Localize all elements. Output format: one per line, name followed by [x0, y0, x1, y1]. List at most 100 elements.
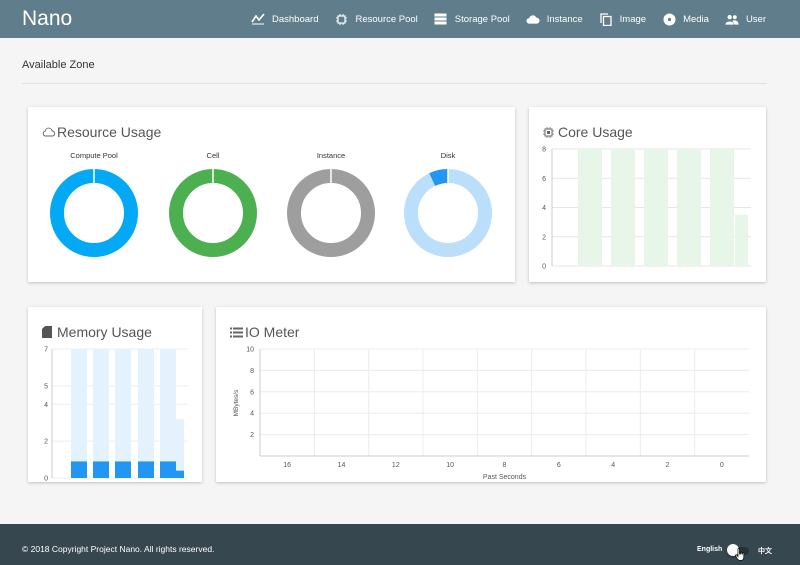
nav-item-instance[interactable]: Instance	[526, 12, 583, 26]
card-title: Core Usage	[543, 124, 633, 140]
y-tick-label: 0	[542, 264, 546, 271]
y-tick-label: 2	[250, 432, 254, 439]
language-toggle[interactable]	[727, 543, 749, 557]
core-usage-bar	[578, 149, 602, 266]
core-usage-bar	[611, 149, 635, 266]
y-tick-label: 0	[44, 476, 48, 483]
cloud-outline-icon	[42, 125, 56, 139]
donut-chart	[169, 169, 257, 257]
disc-icon	[662, 12, 676, 26]
donut-track	[404, 169, 492, 257]
donut-label: Compute Pool	[70, 151, 118, 160]
main-nav: Dashboard Resource Pool Storage Pool Ins…	[235, 0, 800, 38]
io-meter-title: IO Meter	[245, 324, 300, 340]
resource-pool-icon	[334, 12, 348, 26]
memory-available-bar	[115, 349, 131, 462]
donut-track	[50, 169, 138, 257]
resource-usage-card: Resource Usage Compute Pool Cell Instance D…	[28, 107, 515, 282]
donut-label: Cell	[206, 151, 220, 160]
core-usage-bar	[735, 214, 748, 266]
y-tick-label: 4	[542, 205, 546, 212]
memory-available-bar	[176, 419, 184, 471]
memory-used-bar	[138, 461, 154, 478]
core-usage-bar	[710, 149, 734, 266]
x-tick-label: 12	[392, 462, 400, 469]
copyright-text: © 2018 Copyright Project Nano. All right…	[22, 544, 215, 554]
nav-item-dashboard[interactable]: Dashboard	[251, 12, 318, 26]
memory-used-bar	[115, 461, 131, 478]
copy-icon	[599, 12, 613, 26]
x-tick-label: 10	[446, 462, 454, 469]
dashboard-icon	[251, 12, 265, 26]
memory-usage-title: Memory Usage	[57, 324, 152, 340]
nav-item-label: Dashboard	[272, 13, 319, 25]
memory-usage-chart: 0 2 4 5 7	[44, 347, 188, 483]
hand-cursor-icon	[735, 548, 745, 561]
io-meter-chart: 2 4 6 8 10 16 14 12 10 8 6 4 2 0 MBytes/s Past Seconds	[233, 347, 749, 481]
x-tick-label: 0	[720, 462, 724, 469]
x-tick-label: 16	[283, 462, 291, 469]
resource-usage-title: Resource Usage	[57, 124, 162, 140]
x-tick-label: 6	[557, 462, 561, 469]
nav-item-label: Media	[683, 13, 709, 25]
memory-available-bar	[71, 349, 87, 462]
memory-used-bar	[93, 461, 109, 478]
io-meter-card: IO Meter 2 4 6 8 10 16 14 12 10 8 6 4 2 0 MBytes/s Past…	[216, 307, 766, 482]
list-icon	[230, 325, 244, 339]
card-title: IO Meter	[230, 324, 299, 340]
users-icon	[725, 12, 739, 26]
x-tick-label: 4	[611, 462, 615, 469]
y-tick-label: 10	[246, 347, 254, 354]
core-usage-title: Core Usage	[558, 124, 633, 140]
language-chinese[interactable]: 中文	[758, 548, 772, 555]
nav-item-label: Instance	[546, 13, 583, 25]
y-tick-label: 4	[250, 411, 254, 418]
y-tick-label: 5	[44, 383, 48, 390]
x-tick-label: 8	[503, 462, 507, 469]
toggle-track	[733, 547, 749, 555]
language-english[interactable]: English	[697, 546, 723, 553]
toggle-knob	[727, 544, 739, 556]
top-navigation-bar: Nano Dashboard Resource Pool Storage Poo…	[0, 0, 800, 38]
donut-chart	[404, 169, 492, 257]
nav-item-label: Storage Pool	[454, 13, 510, 25]
nav-item-media[interactable]: Media	[662, 12, 709, 26]
nav-item-label: User	[745, 13, 766, 25]
core-usage-chart: 0 2 4 6 8	[542, 147, 751, 271]
donut-chart	[287, 169, 375, 257]
y-tick-label: 6	[542, 176, 546, 183]
x-tick-label: 14	[338, 462, 346, 469]
memory-used-bar	[71, 461, 87, 478]
title-divider	[22, 83, 767, 84]
nav-item-label: Image	[619, 13, 647, 25]
nav-item-label: Resource Pool	[355, 13, 418, 25]
brand-logo[interactable]: Nano	[22, 7, 73, 30]
y-tick-label: 2	[44, 439, 48, 446]
page-title: Available Zone	[22, 59, 95, 71]
x-tick-label: 2	[666, 462, 670, 469]
donut-label: Disk	[440, 151, 456, 160]
y-tick-label: 8	[542, 147, 546, 154]
donut-chart	[50, 169, 138, 257]
chip-icon	[543, 125, 557, 139]
nav-item-image[interactable]: Image	[599, 12, 646, 26]
memory-available-bar	[160, 349, 176, 462]
nav-item-resource-pool[interactable]: Resource Pool	[334, 12, 418, 26]
y-tick-label: 7	[44, 347, 48, 354]
donut-label: Instance	[316, 151, 346, 160]
storage-pool-icon	[434, 12, 448, 26]
core-usage-card: Core Usage 0 2 4 6 8	[529, 107, 766, 282]
nav-item-storage-pool[interactable]: Storage Pool	[434, 12, 510, 26]
card-title: Resource Usage	[42, 124, 161, 140]
y-tick-label: 8	[250, 368, 254, 375]
memory-icon	[42, 325, 56, 339]
nav-item-user[interactable]: User	[725, 12, 766, 26]
cloud-icon	[526, 12, 540, 26]
memory-used-bar	[160, 461, 176, 478]
memory-available-bar	[138, 349, 154, 462]
footer: © 2018 Copyright Project Nano. All right…	[0, 524, 800, 565]
core-usage-bar	[677, 149, 701, 266]
memory-used-bar	[176, 470, 184, 478]
memory-available-bar	[93, 349, 109, 462]
memory-usage-card: Memory Usage 0 2 4 5 7	[28, 307, 202, 482]
